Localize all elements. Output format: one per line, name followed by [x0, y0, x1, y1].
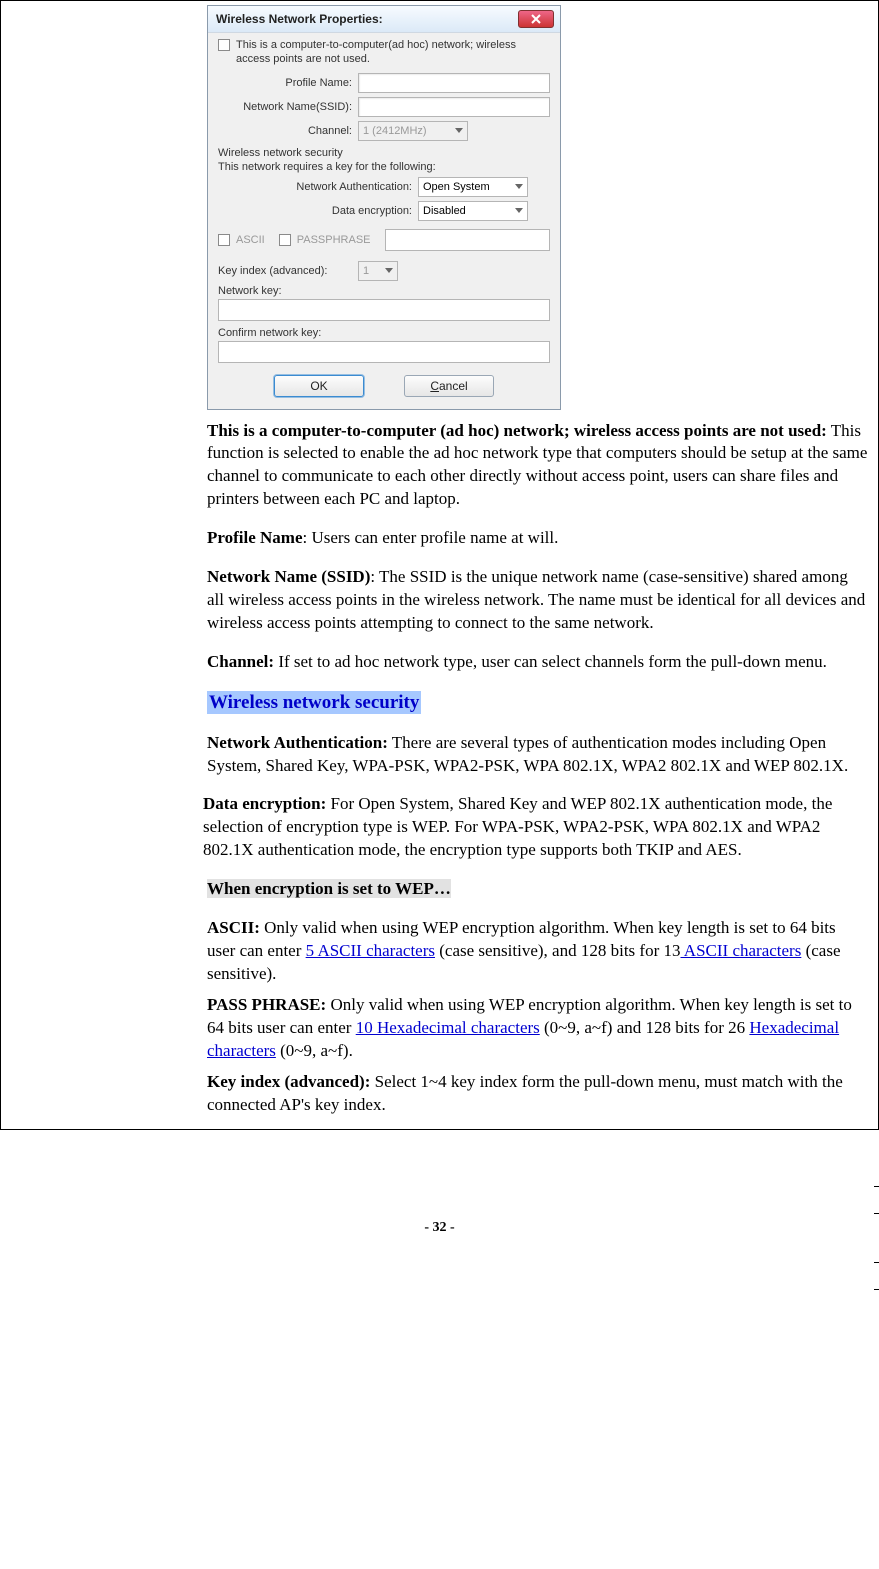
passphrase-checkbox[interactable]	[279, 234, 291, 246]
chevron-down-icon	[515, 208, 523, 213]
auth-value: Open System	[423, 181, 490, 193]
link-10-hex[interactable]: 10 Hexadecimal characters	[356, 1018, 540, 1037]
chevron-down-icon	[455, 128, 463, 133]
keyindex-row: Key index (advanced): 1	[218, 261, 550, 281]
security-desc: This network requires a key for the foll…	[218, 161, 550, 173]
wireless-properties-dialog: Wireless Network Properties: This is a c…	[207, 5, 561, 410]
channel-row: Channel: 1 (2412MHz)	[218, 121, 550, 141]
chevron-down-icon	[385, 268, 393, 273]
para-passphrase-c: (0~9, a~f).	[276, 1041, 353, 1060]
ascii-checkbox[interactable]	[218, 234, 230, 246]
para-channel-bold: Channel:	[207, 652, 274, 671]
para-keyindex: Key index (advanced): Select 1~4 key ind…	[207, 1071, 868, 1117]
channel-select[interactable]: 1 (2412MHz)	[358, 121, 468, 141]
para-keyindex-bold: Key index (advanced):	[207, 1072, 370, 1091]
page-number: - 32 -	[0, 1220, 879, 1236]
para-channel: Channel: If set to ad hoc network type, …	[207, 651, 868, 674]
profile-name-row: Profile Name:	[218, 73, 550, 93]
para-ascii-bold: ASCII:	[207, 918, 260, 937]
dialog-titlebar: Wireless Network Properties:	[208, 6, 560, 33]
auth-select[interactable]: Open System	[418, 177, 528, 197]
encryption-label: Data encryption:	[218, 205, 418, 217]
encryption-row: Data encryption: Disabled	[218, 201, 550, 221]
content-column: Wireless Network Properties: This is a c…	[201, 1, 878, 1129]
document-body: Wireless Network Properties: This is a c…	[0, 0, 879, 1130]
para-passphrase-bold: PASS PHRASE:	[207, 995, 326, 1014]
dialog-buttons: OK Cancel	[218, 369, 550, 399]
ssid-label: Network Name(SSID):	[218, 101, 358, 113]
ascii-label: ASCII	[236, 234, 265, 246]
left-margin	[1, 1, 201, 1129]
chevron-down-icon	[515, 184, 523, 189]
document-text: This is a computer-to-computer (ad hoc) …	[207, 420, 868, 1117]
confirm-key-label: Confirm network key:	[218, 327, 550, 339]
network-key-input[interactable]	[218, 299, 550, 321]
para-dataenc-bold: Data encryption:	[203, 794, 326, 813]
keyindex-value: 1	[363, 265, 369, 277]
para-passphrase-b: (0~9, a~f) and 128 bits for 26	[540, 1018, 750, 1037]
para-profile: Profile Name: Users can enter profile na…	[207, 527, 868, 550]
cancel-label: Cancel	[430, 379, 467, 393]
dialog-title: Wireless Network Properties:	[216, 12, 383, 26]
channel-value: 1 (2412MHz)	[363, 125, 427, 137]
adhoc-checkbox-row: This is a computer-to-computer(ad hoc) n…	[218, 39, 550, 67]
para-adhoc-bold: This is a computer-to-computer (ad hoc) …	[207, 421, 827, 440]
passphrase-label: PASSPHRASE	[297, 234, 371, 246]
cancel-button[interactable]: Cancel	[404, 375, 494, 397]
para-channel-rest: If set to ad hoc network type, user can …	[274, 652, 827, 671]
network-key-label: Network key:	[218, 285, 550, 297]
security-section-label: Wireless network security	[218, 147, 550, 159]
para-ssid-bold: Network Name (SSID)	[207, 567, 370, 586]
close-button[interactable]	[518, 10, 554, 28]
link-13-ascii[interactable]: ASCII characters	[680, 941, 801, 960]
para-adhoc: This is a computer-to-computer (ad hoc) …	[207, 420, 868, 512]
para-ascii: ASCII: Only valid when using WEP encrypt…	[207, 917, 868, 986]
keyindex-select[interactable]: 1	[358, 261, 398, 281]
para-profile-rest: : Users can enter profile name at will.	[303, 528, 559, 547]
auth-row: Network Authentication: Open System	[218, 177, 550, 197]
adhoc-checkbox-label: This is a computer-to-computer(ad hoc) n…	[236, 39, 550, 67]
para-ascii-b: (case sensitive), and 128 bits for 13	[435, 941, 681, 960]
ssid-input[interactable]	[358, 97, 550, 117]
profile-name-label: Profile Name:	[218, 77, 358, 89]
dialog-body: This is a computer-to-computer(ad hoc) n…	[208, 33, 560, 409]
para-profile-bold: Profile Name	[207, 528, 303, 547]
encryption-value: Disabled	[423, 205, 466, 217]
auth-label: Network Authentication:	[218, 181, 418, 193]
sub-heading-text: When encryption is set to WEP…	[207, 879, 451, 898]
section-heading-text: Wireless network security	[207, 691, 421, 714]
close-icon	[531, 14, 541, 24]
section-heading: Wireless network security	[207, 690, 868, 716]
link-5-ascii[interactable]: 5 ASCII characters	[306, 941, 435, 960]
adhoc-checkbox[interactable]	[218, 39, 230, 51]
para-ssid: Network Name (SSID): The SSID is the uni…	[207, 566, 868, 635]
para-dataenc: Data encryption: For Open System, Shared…	[203, 793, 868, 862]
key-type-row: ASCII PASSPHRASE	[218, 229, 550, 251]
encryption-select[interactable]: Disabled	[418, 201, 528, 221]
channel-label: Channel:	[218, 125, 358, 137]
ascii-checkbox-wrap: ASCII	[218, 234, 265, 246]
passphrase-checkbox-wrap: PASSPHRASE	[279, 234, 371, 246]
passphrase-input[interactable]	[385, 229, 550, 251]
sub-heading: When encryption is set to WEP…	[207, 878, 868, 901]
ok-button[interactable]: OK	[274, 375, 364, 397]
para-auth: Network Authentication: There are severa…	[207, 732, 868, 778]
profile-name-input[interactable]	[358, 73, 550, 93]
ssid-row: Network Name(SSID):	[218, 97, 550, 117]
ok-label: OK	[310, 379, 327, 393]
para-passphrase: PASS PHRASE: Only valid when using WEP e…	[207, 994, 868, 1063]
confirm-key-input[interactable]	[218, 341, 550, 363]
keyindex-label: Key index (advanced):	[218, 265, 358, 277]
para-auth-bold: Network Authentication:	[207, 733, 388, 752]
